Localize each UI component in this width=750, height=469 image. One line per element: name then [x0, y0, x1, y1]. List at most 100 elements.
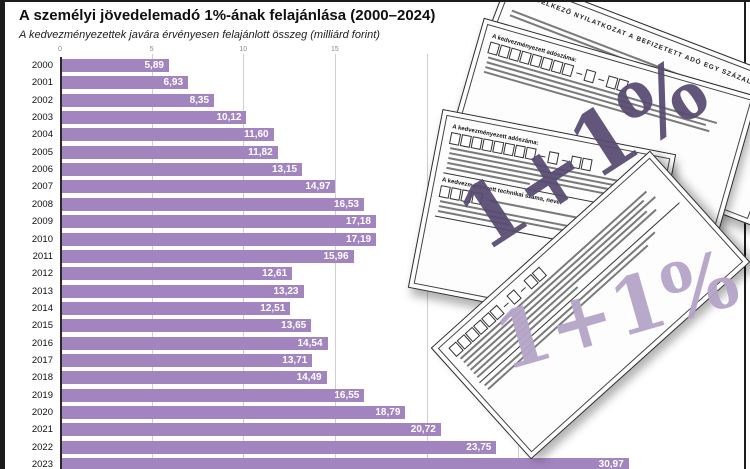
bar: 12,51 [62, 301, 291, 315]
x-tick-label-5: 5 [149, 46, 154, 53]
bar: 13,23 [62, 284, 304, 298]
value-label: 16,55 [334, 389, 360, 401]
bar: 6,93 [62, 76, 189, 90]
bar-row-2002: 2002 8,35 [5, 93, 750, 108]
year-label: 2010 [31, 233, 53, 245]
bar-row-2010: 2010 17,19 [5, 232, 750, 247]
bar-row-2015: 2015 13,65 [5, 319, 750, 333]
year-label: 2013 [31, 285, 53, 297]
bar: 14,54 [62, 336, 328, 350]
bar: 16,55 [62, 388, 365, 402]
year-label: 2018 [31, 372, 53, 384]
year-label: 2020 [31, 407, 53, 418]
bar-row-2007: 2007 14,97 [5, 180, 750, 194]
bar-row-2021: 2021 20,72 [5, 423, 750, 437]
bar: 8,35 [62, 93, 215, 107]
year-label: 2001 [31, 77, 53, 89]
bar: 5,89 [62, 59, 169, 72]
year-label: 2005 [31, 146, 53, 158]
bar-row-2022: 2022 23,75 [5, 440, 750, 455]
bar-row-2009: 2009 17,18 [5, 215, 750, 229]
bar: 12,61 [62, 267, 293, 281]
year-label: 2023 [31, 459, 53, 469]
bar-row-2013: 2013 13,23 [5, 284, 750, 299]
year-label: 2021 [31, 424, 53, 436]
value-label: 20,72 [410, 424, 436, 436]
year-label: 2012 [31, 268, 53, 280]
value-label: 14,54 [297, 337, 323, 349]
bar-row-2023: 2023 30,97 [5, 458, 750, 469]
value-label: 13,71 [282, 354, 308, 366]
value-label: 6,93 [163, 77, 184, 89]
year-label: 2007 [31, 181, 53, 193]
bar-row-2016: 2016 14,54 [5, 336, 750, 351]
bar: 16,53 [62, 197, 364, 211]
page-subtitle: A kedvezményezettek javára érvényesen fe… [19, 29, 380, 41]
value-label: 13,65 [281, 320, 307, 332]
value-label: 16,53 [333, 198, 359, 210]
x-tick-label-15: 15 [331, 46, 339, 53]
year-label: 2022 [31, 441, 53, 453]
bar-row-2000: 2000 5,89 [5, 59, 750, 73]
year-label: 2003 [31, 112, 53, 124]
value-label: 23,75 [466, 441, 492, 453]
value-label: 14,97 [305, 181, 331, 193]
year-label: 2008 [31, 198, 53, 210]
value-label: 15,96 [323, 250, 349, 262]
bar: 13,15 [62, 163, 303, 177]
bar-row-2012: 2012 12,61 [5, 267, 750, 281]
year-label: 2009 [31, 216, 53, 228]
frame-border-right [744, 2, 746, 469]
bar-row-2019: 2019 16,55 [5, 388, 750, 403]
value-label: 17,18 [345, 216, 371, 228]
bar-row-2011: 2011 15,96 [5, 249, 750, 264]
bar-row-2008: 2008 16,53 [5, 197, 750, 212]
year-label: 2015 [31, 320, 53, 332]
year-label: 2011 [32, 250, 53, 262]
year-label: 2016 [31, 337, 53, 349]
year-label: 2019 [31, 389, 53, 401]
bar-row-2020: 2020 18,79 [5, 406, 750, 420]
value-label: 18,79 [375, 407, 401, 418]
year-label: 2014 [31, 302, 53, 314]
value-label: 14,49 [296, 372, 322, 384]
bar: 30,97 [62, 458, 629, 469]
bar-chart: 0 5 10 15 2000 5,89 2001 6,93 2002 8,35 2003 10,12… [5, 46, 750, 469]
bar-row-2006: 2006 13,15 [5, 163, 750, 177]
bar: 20,72 [62, 423, 441, 437]
bar: 18,79 [62, 406, 406, 419]
bar: 10,12 [62, 111, 247, 125]
year-label: 2000 [31, 60, 53, 71]
bar: 13,71 [62, 353, 313, 367]
x-tick-label-10: 10 [239, 46, 248, 53]
bar: 14,49 [62, 371, 327, 385]
value-label: 13,15 [272, 164, 298, 176]
bar: 11,60 [62, 128, 274, 142]
value-label: 11,82 [248, 146, 273, 158]
bar-row-2017: 2017 13,71 [5, 353, 750, 368]
value-label: 13,23 [273, 285, 299, 297]
bar: 14,97 [62, 180, 336, 194]
bar: 17,19 [62, 232, 377, 246]
year-label: 2002 [31, 94, 53, 106]
year-label: 2017 [31, 354, 53, 366]
bar-row-2005: 2005 11,82 [5, 145, 750, 160]
value-label: 10,12 [216, 112, 242, 124]
bar: 15,96 [62, 249, 354, 263]
bar: 11,82 [62, 145, 278, 159]
bar: 13,65 [62, 319, 312, 333]
bar: 17,18 [62, 215, 376, 229]
bar-row-2001: 2001 6,93 [5, 76, 750, 90]
bar-row-2003: 2003 10,12 [5, 111, 750, 125]
value-label: 12,51 [260, 302, 286, 314]
value-label: 17,19 [346, 233, 372, 245]
value-label: 5,89 [144, 60, 164, 71]
bar-row-2004: 2004 11,60 [5, 128, 750, 142]
x-tick-label-0: 0 [58, 46, 62, 53]
bar: 23,75 [62, 440, 497, 454]
bar-row-2018: 2018 14,49 [5, 371, 750, 385]
year-label: 2004 [31, 129, 53, 141]
value-label: 12,61 [262, 268, 288, 280]
value-label: 8,35 [189, 94, 210, 106]
